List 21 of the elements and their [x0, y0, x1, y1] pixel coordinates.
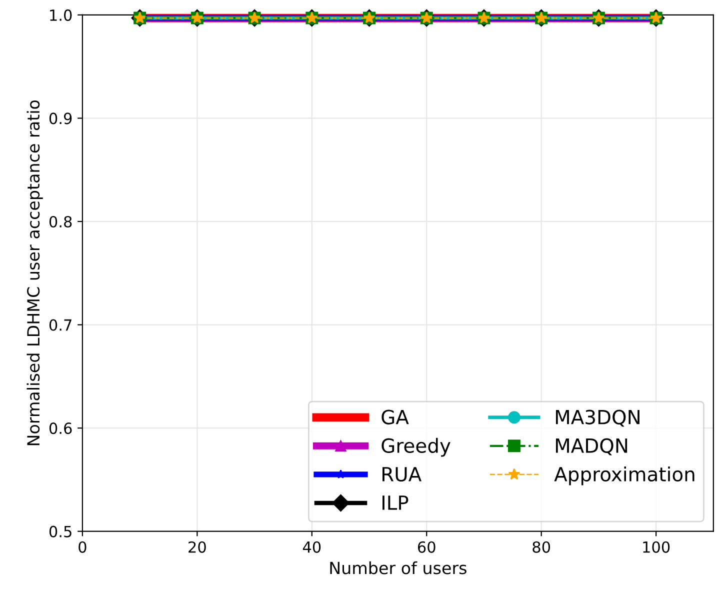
- y-axis-title: Normalised LDHMC user acceptance ratio: [26, 100, 43, 446]
- y-tick-label: 0.9: [49, 112, 72, 124]
- x-tick-label: 100: [643, 541, 670, 553]
- x-tick-label: 60: [418, 541, 436, 553]
- y-tick-label: 0.5: [49, 526, 72, 538]
- y-tick-label: 1.0: [50, 9, 72, 21]
- y-tick-label: 0.6: [49, 422, 72, 434]
- y-tick-label: 0.7: [49, 319, 72, 331]
- x-tick-label: 40: [302, 541, 321, 553]
- legend-label: Approximation: [554, 466, 694, 486]
- legend-label: GA: [382, 410, 409, 424]
- legend-label: MADQN: [556, 438, 628, 456]
- x-axis-title: Number of users: [330, 561, 466, 574]
- y-tick-label: 0.8: [49, 216, 72, 228]
- legend-label: MA3DQN: [556, 410, 640, 427]
- x-tick-label: 20: [188, 541, 206, 553]
- x-tick-label: 80: [532, 541, 550, 553]
- x-tick-label: 0: [78, 541, 86, 553]
- legend-label: Greedy: [382, 438, 450, 457]
- legend-label: RUA: [382, 467, 422, 482]
- legend-label: ILP: [382, 496, 408, 510]
